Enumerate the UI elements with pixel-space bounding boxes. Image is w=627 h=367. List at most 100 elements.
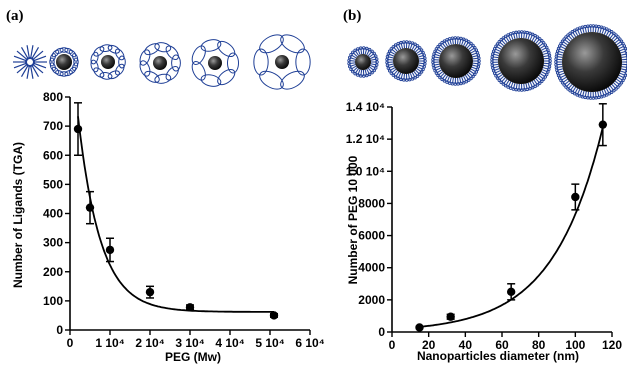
ligand-strand (31, 65, 40, 78)
ligand-head (540, 38, 544, 43)
ligand-strand (31, 46, 40, 59)
ligand-head (621, 78, 625, 83)
ligand-head (618, 83, 622, 87)
ligand-head (619, 39, 624, 44)
y-tick-label: 400 (43, 207, 63, 221)
y-tick-label: 0 (378, 325, 385, 339)
x-tick-label: 3 10⁴ (175, 336, 204, 350)
ligand-head (372, 51, 376, 56)
peg-loop (295, 48, 311, 76)
data-point (105, 245, 115, 255)
peg-loop (90, 59, 99, 73)
data-point (145, 287, 155, 297)
y-tick-label: 1.2 10⁴ (346, 132, 385, 146)
ligand-head (494, 73, 498, 78)
ligand-head (625, 68, 627, 72)
ligand-head (497, 40, 502, 44)
ligand-head (477, 56, 481, 60)
y-tick-label: 8000 (358, 196, 385, 210)
x-tick-label: 5 10⁴ (255, 336, 284, 350)
ligand-strand (16, 50, 28, 60)
ligand-head (566, 87, 570, 91)
peg-loop (49, 57, 55, 67)
ligand-head (568, 88, 572, 93)
data-point (269, 311, 279, 320)
nanoparticle-size-illustration (347, 24, 627, 100)
ligand-head (473, 45, 477, 50)
ligand-head (434, 71, 439, 75)
ligand-head (616, 85, 620, 89)
nanoparticle-core (153, 56, 167, 70)
data-point (506, 287, 516, 297)
ligand-head (415, 74, 420, 78)
ligand-head (614, 87, 618, 91)
peg-loop (55, 47, 64, 54)
ligand-head (625, 54, 627, 59)
y-tick-label: 4000 (358, 261, 385, 275)
ligand-strand (16, 64, 28, 74)
y-tick-label: 0 (56, 323, 63, 337)
x-tick-label: 100 (565, 338, 585, 352)
peg-loop (200, 74, 222, 87)
ligand-head (434, 47, 439, 51)
ligand-head (417, 72, 422, 76)
peg-loop (68, 66, 77, 75)
chart-b-y-axis-title: Number of PEG 10 000 (346, 155, 360, 284)
ligand-head (358, 74, 363, 78)
ligand-head (562, 37, 566, 41)
data-point (571, 192, 580, 202)
peg-loop (72, 53, 79, 62)
ligand-strand (30, 45, 34, 59)
peg-loop (165, 45, 179, 60)
ligand-head (614, 33, 618, 37)
ligand-head (564, 85, 568, 89)
data-point (85, 203, 95, 212)
y-tick-label: 100 (43, 294, 63, 308)
y-tick-label: 300 (43, 236, 63, 250)
peg-loop (93, 46, 105, 57)
nanoparticle-core (355, 54, 371, 70)
peg-loop (227, 52, 239, 74)
ligand-head (544, 72, 549, 77)
ligand-head (440, 77, 444, 82)
ligand-head (541, 77, 546, 81)
ligand-head (433, 49, 437, 54)
peg-loop (259, 34, 284, 54)
nanoparticle-core (439, 44, 473, 78)
nanoparticle-core (101, 55, 115, 69)
ligand-head (475, 50, 480, 55)
panel-a-label: (a) (6, 8, 24, 24)
ligand-head (349, 67, 353, 71)
ligand-head (501, 82, 506, 86)
peg-loop (99, 44, 113, 53)
ligand-strand (20, 65, 29, 78)
ligand-head (410, 41, 415, 45)
ligand-head (543, 43, 548, 47)
peg-loop (49, 62, 56, 71)
ligand-head (464, 38, 469, 43)
ligand-head (374, 57, 379, 61)
peg-loop (107, 44, 120, 54)
ligand-head (625, 65, 627, 70)
ligand-head (559, 41, 563, 46)
ligand-head (440, 40, 444, 45)
ligand-strand (33, 62, 47, 69)
ligand-head (471, 43, 475, 48)
peg-loop (280, 70, 305, 90)
ligand-head (494, 44, 498, 49)
x-tick-label: 20 (422, 338, 436, 352)
ligand-head (469, 76, 473, 81)
ligand-head (32, 59, 35, 62)
ligand-head (421, 50, 425, 55)
ligand-head (351, 69, 355, 74)
peg-loop (144, 43, 160, 56)
ligand-head (537, 37, 542, 41)
nanoparticle-core (498, 38, 544, 84)
ligand-head (423, 56, 427, 60)
peg-loop (64, 70, 73, 77)
peg-loop (217, 40, 236, 58)
ligand-head (386, 52, 391, 56)
ligand-head (495, 76, 500, 80)
ligand-head (573, 91, 577, 96)
ligand-head (476, 53, 481, 58)
